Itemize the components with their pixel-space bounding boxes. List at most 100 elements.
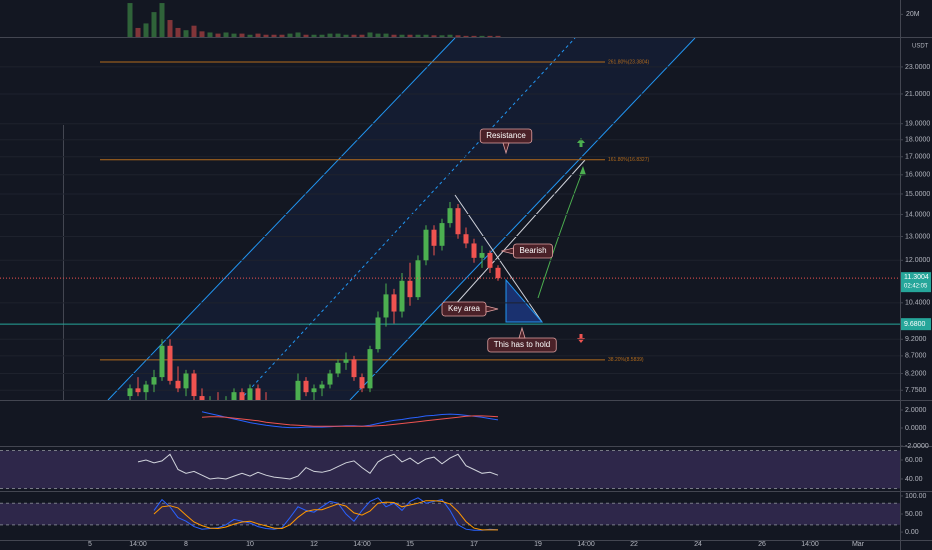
annotation-pointer	[501, 247, 514, 255]
candle-body	[471, 243, 477, 258]
y-tick-label: 40.00	[905, 476, 923, 483]
volume-bar	[431, 35, 437, 37]
volume-bar	[255, 33, 261, 37]
x-tick-label: 19	[534, 541, 542, 548]
volume-bar	[359, 34, 365, 37]
candle-body	[367, 349, 373, 389]
volume-bar	[199, 31, 205, 37]
y-tick-label: 7.7500	[905, 387, 927, 394]
candle-body	[151, 377, 157, 385]
x-tick-label: 14:00	[129, 541, 147, 548]
y-tick-label: 50.00	[905, 511, 923, 518]
x-tick-label: Mar	[852, 541, 865, 548]
x-tick-label: 22	[630, 541, 638, 548]
volume-bar	[135, 27, 141, 37]
volume-bar	[471, 35, 477, 37]
candle-body	[175, 380, 181, 389]
fib-label: 161.80%(16.8327)	[608, 157, 649, 163]
volume-bar	[175, 27, 181, 37]
y-tick-label: 13.0000	[905, 233, 930, 240]
candle-body	[199, 396, 205, 400]
candle-body	[495, 267, 501, 279]
candle-body	[407, 280, 413, 298]
candle-body	[447, 208, 453, 224]
y-tick-label: 0.00	[905, 529, 919, 536]
y-tick-label: 2.0000	[905, 407, 927, 414]
x-tick-label: 14:00	[801, 541, 819, 548]
volume-bar	[399, 34, 405, 37]
candle-body	[135, 388, 141, 393]
candle-body	[295, 380, 301, 400]
volume-bar	[311, 34, 317, 37]
x-tick-label: 5	[88, 541, 92, 548]
currency-label: USDT	[912, 44, 929, 50]
volume-bar	[375, 33, 381, 37]
volume-bar	[343, 34, 349, 37]
annotation-pointer	[502, 142, 510, 155]
candle-body	[455, 208, 461, 235]
volume-bar	[223, 32, 229, 37]
candle-body	[335, 362, 341, 374]
candle-body	[375, 317, 381, 350]
volume-bar	[479, 35, 485, 37]
volume-bar	[423, 34, 429, 37]
annotation-pointer	[518, 326, 526, 339]
y-tick-label: 12.0000	[905, 257, 930, 264]
candle-body	[487, 252, 493, 268]
volume-bar	[127, 3, 133, 37]
annotation-text: Key area	[448, 304, 481, 313]
candle-body	[159, 345, 165, 378]
volume-bar	[271, 34, 277, 37]
y-tick-label: 10.4000	[905, 300, 930, 307]
y-tick-label: 15.0000	[905, 191, 930, 198]
candle-body	[143, 384, 149, 393]
candle-body	[463, 234, 469, 244]
x-tick-label: 10	[246, 541, 254, 548]
volume-bar	[239, 33, 245, 37]
volume-bar	[231, 33, 237, 37]
volume-bar	[159, 3, 165, 37]
volume-bar	[367, 32, 373, 37]
support-label: 9.6800	[904, 321, 926, 328]
main-pane: 261.80%(23.3804) 161.80%(16.8327) 38.20%(8…	[0, 59, 900, 400]
candle-body	[391, 294, 397, 312]
volume-bar	[287, 33, 293, 37]
last-price-label: 11.3004	[904, 274, 929, 281]
annotation-text: This has to hold	[494, 340, 550, 349]
indicator-line	[137, 453, 499, 480]
candle-body	[311, 388, 317, 393]
indicator-band	[0, 503, 900, 525]
y-tick-label: 18.0000	[905, 137, 930, 144]
candle-body	[239, 392, 245, 400]
y-tick-label: 60.00	[905, 457, 923, 464]
candle-body	[439, 223, 445, 246]
volume-bar	[463, 35, 469, 37]
fib-label: 38.20%(8.5839)	[608, 357, 644, 363]
volume-bar	[143, 23, 149, 37]
volume-bar	[295, 32, 301, 37]
volume-bar	[495, 35, 501, 37]
x-tick-label: 24	[694, 541, 702, 548]
volume-bar	[303, 34, 309, 37]
arrows	[577, 138, 585, 343]
y-tick-label: -2.0000	[905, 443, 929, 450]
candle-body	[167, 345, 173, 381]
y-tick-label: 100.00	[905, 493, 927, 500]
volume-bar	[439, 35, 445, 37]
candle-body	[303, 380, 309, 393]
candle-body	[319, 384, 325, 389]
volume-bar	[391, 34, 397, 37]
candle-body	[383, 294, 389, 318]
y-tick-label: 16.0000	[905, 172, 930, 179]
volume-bar	[247, 34, 253, 37]
volume-bar	[415, 34, 421, 37]
candle-body	[351, 359, 357, 378]
candle-body	[431, 229, 437, 246]
candle-body	[479, 252, 485, 258]
overlay: 23.0000 21.0000 19.0000 18.0000 17.0000 16.00…	[0, 11, 931, 548]
candle-body	[247, 388, 253, 400]
indicator-line	[201, 415, 499, 427]
countdown-label: 02:42:05	[904, 284, 928, 290]
